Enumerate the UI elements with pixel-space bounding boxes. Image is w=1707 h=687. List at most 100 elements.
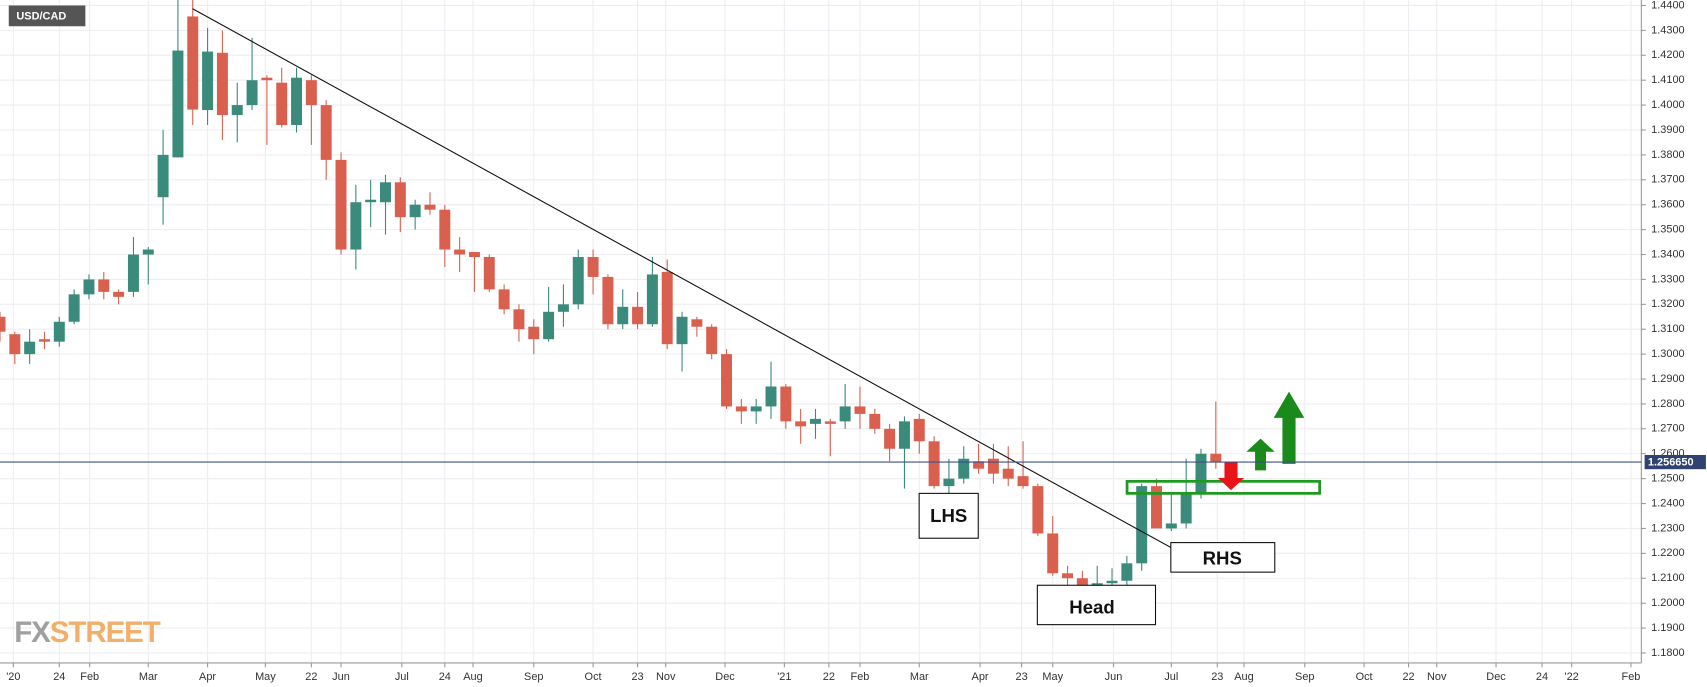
candle-body bbox=[276, 82, 288, 126]
down-arrow bbox=[1217, 461, 1245, 491]
candle-body bbox=[735, 406, 747, 412]
candle-body bbox=[1195, 453, 1207, 494]
x-tick-label: Aug bbox=[1234, 671, 1253, 683]
logo-fx: FX bbox=[14, 616, 51, 649]
logo-street: STREET bbox=[50, 616, 161, 649]
candle-body bbox=[98, 279, 110, 292]
grid bbox=[0, 0, 1642, 663]
candle-body bbox=[632, 306, 644, 325]
candle-body bbox=[350, 202, 362, 250]
candle-body bbox=[172, 50, 184, 158]
candle-body bbox=[320, 105, 332, 160]
x-tick-label: Nov bbox=[656, 671, 676, 683]
candle-body bbox=[854, 406, 866, 414]
x-tick-label: 22 bbox=[305, 671, 317, 683]
x-tick-label: 22 bbox=[823, 671, 835, 683]
candle-body bbox=[468, 252, 480, 258]
y-tick-label: 1.3200 bbox=[1651, 298, 1684, 310]
candle-body bbox=[142, 249, 154, 255]
y-tick-label: 1.3000 bbox=[1651, 348, 1684, 360]
candle-body bbox=[750, 406, 762, 412]
candle-body bbox=[113, 291, 125, 297]
x-tick-label: 23 bbox=[1211, 671, 1223, 683]
candle-body bbox=[824, 421, 836, 424]
x-tick-label: 22 bbox=[1402, 671, 1414, 683]
annotation-label: LHS bbox=[930, 505, 967, 526]
candle-body bbox=[1180, 493, 1192, 524]
candle-body bbox=[231, 105, 243, 116]
up-arrow-small bbox=[1246, 438, 1275, 471]
logo: FXSTREET bbox=[14, 616, 161, 649]
candle-body bbox=[721, 354, 733, 407]
y-tick-label: 1.2900 bbox=[1651, 373, 1684, 385]
y-tick-label: 1.2600 bbox=[1651, 448, 1684, 460]
x-tick-label: Jun bbox=[332, 671, 350, 683]
candle-body bbox=[1047, 533, 1059, 574]
x-tick-label: Jul bbox=[395, 671, 409, 683]
candle-body bbox=[987, 458, 999, 474]
y-tick-label: 1.1900 bbox=[1651, 622, 1684, 634]
x-tick-label: 23 bbox=[631, 671, 643, 683]
x-tick-label: 23 bbox=[1015, 671, 1027, 683]
candle-body bbox=[884, 428, 896, 449]
x-tick-label: Dec bbox=[1486, 671, 1506, 683]
candle-body bbox=[958, 458, 970, 479]
y-tick-label: 1.4000 bbox=[1651, 99, 1684, 111]
candle-body bbox=[676, 316, 688, 345]
x-tick-label: '21 bbox=[777, 671, 791, 683]
candle-body bbox=[439, 209, 451, 250]
candle-body bbox=[187, 16, 199, 110]
x-tick-label: Feb bbox=[851, 671, 870, 683]
candle-body bbox=[127, 254, 139, 292]
candle-body bbox=[543, 311, 555, 340]
y-tick-label: 1.3900 bbox=[1651, 124, 1684, 136]
annotation-box bbox=[918, 492, 979, 539]
candle-body bbox=[587, 257, 599, 277]
candle-body bbox=[795, 421, 807, 427]
candle-body bbox=[646, 274, 658, 325]
candle-body bbox=[424, 204, 436, 210]
candle-body bbox=[0, 316, 6, 332]
candle-body bbox=[1151, 486, 1162, 529]
current-price-label: 1.256650 bbox=[1648, 457, 1694, 469]
candle-body bbox=[1121, 563, 1133, 581]
candle-body bbox=[9, 334, 21, 355]
y-tick-label: 1.2400 bbox=[1651, 497, 1684, 509]
annotation-label: Head bbox=[1069, 597, 1114, 618]
candle-body bbox=[68, 294, 80, 322]
candle-body bbox=[83, 279, 95, 295]
y-tick-label: 1.4200 bbox=[1651, 49, 1684, 61]
candle-body bbox=[202, 51, 214, 111]
candle-body bbox=[780, 386, 792, 422]
candle-body bbox=[335, 159, 347, 250]
y-tick-label: 1.4100 bbox=[1651, 74, 1684, 86]
x-tick-label: Oct bbox=[1356, 671, 1373, 683]
candle-body bbox=[53, 321, 65, 342]
candle-body bbox=[498, 289, 510, 310]
x-tick-label: Oct bbox=[585, 671, 602, 683]
y-tick-label: 1.2800 bbox=[1651, 398, 1684, 410]
candle-body bbox=[809, 418, 821, 424]
candle-body bbox=[943, 478, 955, 487]
candle-body bbox=[765, 386, 777, 407]
candles bbox=[0, 0, 1222, 604]
title-badge bbox=[8, 5, 86, 27]
x-tick-label: Jun bbox=[1105, 671, 1123, 683]
candle-body bbox=[1106, 580, 1118, 584]
annotation-label: RHS bbox=[1203, 547, 1242, 568]
candle-body bbox=[291, 77, 303, 126]
candle-body bbox=[839, 406, 851, 422]
y-tick-label: 1.2700 bbox=[1651, 423, 1684, 435]
candle-body bbox=[454, 249, 466, 255]
y-tick-label: 1.4300 bbox=[1651, 24, 1684, 36]
candle-body bbox=[394, 182, 406, 218]
candle-body bbox=[1091, 583, 1103, 586]
candle-body bbox=[305, 80, 317, 106]
candle-body bbox=[409, 204, 421, 218]
candle-body bbox=[483, 257, 495, 290]
candle-body bbox=[261, 77, 273, 81]
x-tick-label: Dec bbox=[715, 671, 735, 683]
y-tick-label: 1.3800 bbox=[1651, 149, 1684, 161]
candle-body bbox=[913, 418, 925, 442]
